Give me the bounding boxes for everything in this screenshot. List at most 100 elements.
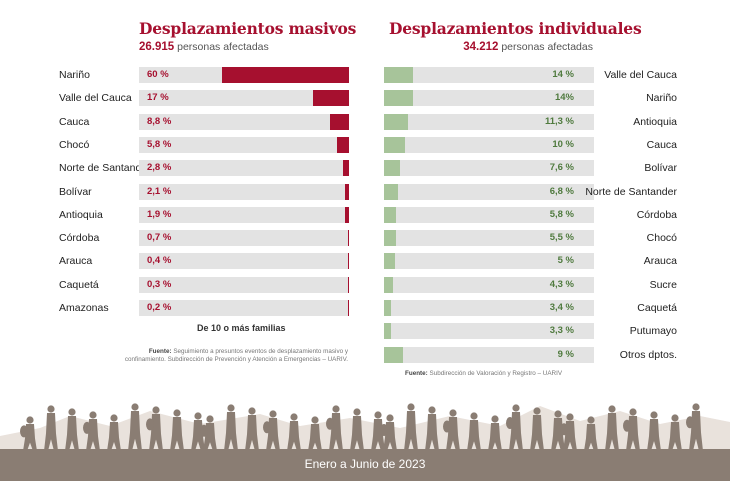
masivos-bar-track: 5,8 % (139, 136, 349, 153)
masivos-value-label: 0,7 % (147, 232, 172, 244)
individuales-value-label: 10 % (552, 138, 574, 150)
masivos-category-label: Nariño (59, 69, 90, 81)
individuales-category-label: Cauca (646, 138, 677, 151)
masivos-category-label: Córdoba (59, 232, 100, 245)
masivos-bar-track: 60 % (139, 67, 349, 83)
person-silhouette (128, 403, 142, 451)
individuales-bar (384, 160, 400, 177)
person-silhouette (425, 406, 439, 451)
footer-period: Enero a Junio de 2023 (304, 457, 426, 471)
individuales-category-label: Norte de Santander (585, 185, 677, 198)
individuales-category-label: Arauca (643, 255, 677, 268)
individuales-category-label: Caquetá (637, 302, 677, 314)
individuales-bar (384, 67, 414, 83)
individuales-value-label: 14% (554, 92, 574, 104)
masivos-bar (222, 67, 349, 83)
masivos-bar (313, 90, 349, 107)
masivos-note: De 10 o más familias (197, 323, 286, 333)
individuales-value-label: 6,8 % (549, 185, 574, 197)
person-silhouette (83, 411, 100, 451)
masivos-bar (330, 113, 349, 130)
person-silhouette (170, 409, 184, 451)
individuales-bar-track: 3,3 % (384, 323, 594, 340)
person-silhouette (668, 414, 682, 451)
masivos-bar (347, 300, 349, 316)
individuales-subtitle: 34.212 personas afectadas (463, 41, 593, 53)
individuales-value-label: 14 % (552, 69, 574, 80)
person-silhouette (224, 404, 238, 451)
masivos-category-label: Bolívar (59, 185, 92, 198)
individuales-category-label: Nariño (646, 92, 677, 105)
person-silhouette (605, 405, 619, 451)
individuales-bar-track: 14 % (384, 67, 594, 83)
individuales-category-label: Putumayo (629, 325, 677, 338)
individuales-value-label: 3,4 % (549, 302, 574, 313)
masivos-count: 26.915 (139, 41, 175, 53)
individuales-bar (384, 300, 392, 316)
masivos-bar (336, 136, 349, 153)
individuales-bar-track: 9 % (384, 346, 594, 363)
masivos-source-label: Fuente: (148, 348, 172, 355)
masivos-value-label: 0,3 % (147, 278, 172, 290)
individuales-value-label: 11,3 % (544, 115, 574, 127)
person-silhouette (443, 409, 460, 451)
person-silhouette (686, 403, 703, 451)
masivos-bar-track: 2,8 % (139, 160, 349, 177)
masivos-category-label: Arauca (59, 255, 93, 268)
individuales-bar-track: 11,3 % (384, 113, 594, 130)
person-silhouette (326, 405, 343, 451)
masivos-bar-track: 8,8 % (139, 113, 349, 130)
person-silhouette (20, 416, 37, 451)
individuales-bar (384, 276, 394, 293)
masivos-bar-track: 17 % (139, 90, 349, 107)
masivos-bar-track: 0,2 % (139, 300, 349, 316)
individuales-bar (384, 230, 396, 247)
person-silhouette (584, 416, 598, 451)
masivos-category-label: Antioquia (59, 208, 103, 221)
masivos-count-label: personas afectadas (177, 41, 269, 53)
masivos-category-label: Chocó (59, 138, 90, 151)
individuales-bar (384, 136, 405, 153)
person-silhouette (200, 415, 217, 451)
individuales-source-text: Subdirección de Valoración y Registro – … (429, 370, 563, 377)
person-silhouette (350, 408, 364, 451)
person-silhouette (287, 413, 301, 451)
masivos-bar-track: 1,9 % (139, 206, 349, 223)
individuales-value-label: 7,6 % (549, 162, 574, 174)
masivos-subtitle: 26.915 personas afectadas (139, 41, 269, 53)
masivos-title: Desplazamientos masivos (139, 19, 357, 38)
person-silhouette (308, 416, 322, 451)
displaced-people-silhouettes (0, 403, 730, 451)
person-silhouette (44, 405, 58, 451)
individuales-bar-track: 5 % (384, 253, 594, 270)
individuales-bar (384, 206, 397, 223)
individuales-value-label: 5,8 % (549, 208, 574, 220)
person-silhouette (65, 408, 79, 451)
person-silhouette (623, 408, 640, 451)
masivos-value-label: 0,4 % (147, 255, 172, 267)
individuales-bar-track: 4,3 % (384, 276, 594, 293)
person-silhouette (488, 415, 502, 451)
masivos-value-label: 60 % (147, 69, 169, 80)
person-silhouette (245, 407, 259, 451)
person-silhouette (506, 404, 523, 451)
masivos-category-label: Norte de Santander (59, 162, 151, 175)
masivos-value-label: 5,8 % (147, 138, 172, 150)
individuales-category-label: Otros dptos. (619, 348, 677, 361)
individuales-bar-track: 10 % (384, 136, 594, 153)
masivos-bar (344, 206, 349, 223)
masivos-bar-track: 2,1 % (139, 183, 349, 200)
individuales-bar-track: 6,8 % (384, 183, 594, 200)
person-silhouette (467, 412, 481, 451)
individuales-title: Desplazamientos individuales (389, 19, 642, 38)
individuales-value-label: 5 % (557, 255, 574, 267)
masivos-bar (347, 253, 349, 270)
individuales-category-label: Bolívar (644, 162, 677, 175)
individuales-bar (384, 90, 414, 107)
individuales-category-label: Chocó (646, 232, 677, 245)
person-silhouette (380, 414, 397, 451)
individuales-bar-track: 5,8 % (384, 206, 594, 223)
person-silhouette (107, 414, 121, 451)
individuales-bar (384, 346, 403, 363)
masivos-bar-track: 0,4 % (139, 253, 349, 270)
